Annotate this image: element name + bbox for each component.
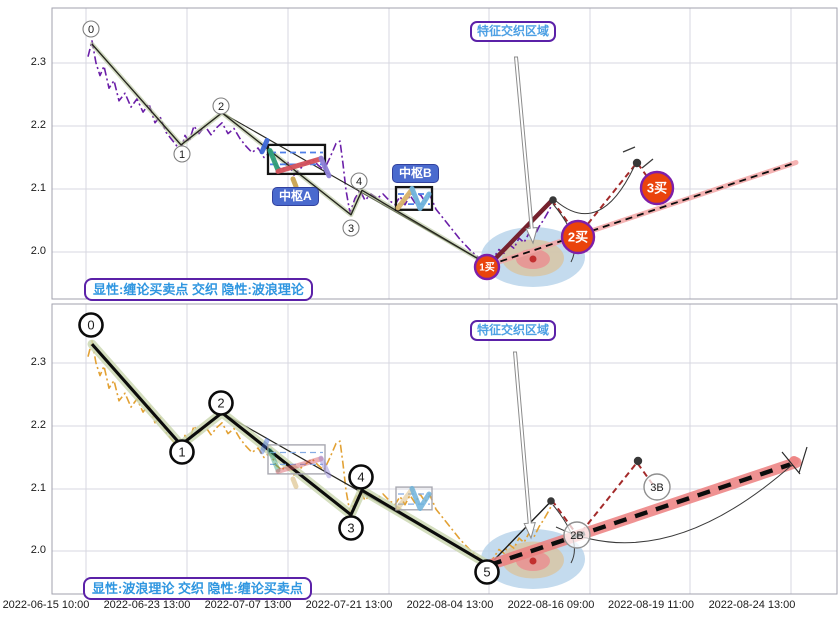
pivot-marker-label-bottom: 5 bbox=[483, 565, 490, 580]
buy-marker-bottom bbox=[643, 473, 671, 501]
wave-peak-dot-top bbox=[632, 158, 642, 168]
pivot-marker-label-top: 2 bbox=[218, 101, 224, 113]
background-layer bbox=[51, 7, 838, 595]
impulse-line-top bbox=[486, 198, 555, 268]
zhongshu-A-stroke-bottom bbox=[259, 438, 270, 455]
feature-zone-label-top: 特征交织区域 bbox=[470, 21, 557, 42]
bottom-panel-caption: 显性:波浪理论 交织 隐性:缠论买卖点 bbox=[83, 577, 312, 600]
pivot-marker-label-bottom: 2 bbox=[217, 396, 224, 411]
y-tick-label: 2.2 bbox=[30, 419, 46, 431]
wave-peak-dot-bottom bbox=[633, 456, 643, 466]
pivot-marker-top bbox=[342, 219, 360, 237]
pivot-marker-bottom bbox=[348, 464, 374, 490]
y-tick-label: 2.2 bbox=[30, 119, 46, 131]
zone-arrow-bottom bbox=[512, 351, 536, 540]
pivot-marker-label-top: 1 bbox=[179, 149, 185, 161]
x-tick-label: 2022-08-16 09:00 bbox=[507, 599, 595, 611]
zhongshu-A-stroke-bottom bbox=[318, 455, 332, 479]
buy-marker-label-bottom: 3B bbox=[650, 482, 663, 494]
zhongshu-B-stroke-top bbox=[395, 187, 415, 211]
buy-marker-label-top: 2买 bbox=[568, 230, 588, 245]
x-tick-label: 2022-08-04 13:00 bbox=[406, 599, 494, 611]
x-tick-label: 2022-07-21 13:00 bbox=[305, 599, 393, 611]
pivot-line-bottom bbox=[90, 343, 490, 567]
top-panel-border bbox=[51, 7, 838, 300]
pivot-line-top bbox=[91, 43, 490, 266]
y-tick-label: 2.3 bbox=[30, 56, 46, 68]
buy-marker-label-bottom: 2B bbox=[570, 530, 583, 542]
impulse-line-bottom bbox=[488, 499, 553, 566]
pivot-marker-top bbox=[82, 20, 100, 38]
wave-endpoint-dot-bottom bbox=[547, 497, 555, 505]
pivot-marker-top bbox=[173, 145, 191, 163]
y-tick-label: 2.1 bbox=[30, 482, 46, 494]
buy-marker-top bbox=[473, 253, 501, 281]
zhongshu-A-box-top bbox=[266, 143, 327, 176]
y-tick-label: 2.0 bbox=[30, 544, 46, 556]
annotation-layer bbox=[512, 56, 808, 564]
trend-line-bottom bbox=[488, 460, 797, 568]
x-tick-label: 2022-06-23 13:00 bbox=[103, 599, 191, 611]
pivot-marker-label-bottom: 4 bbox=[357, 470, 364, 485]
pivot-marker-top bbox=[350, 172, 368, 190]
pivot-line-glow-top bbox=[89, 41, 492, 268]
x-tick-label: 2022-08-19 11:00 bbox=[607, 599, 695, 611]
pivot-marker-label-bottom: 1 bbox=[178, 445, 185, 460]
pivot-marker-bottom bbox=[338, 515, 364, 541]
zhongshu-b-label: 中枢B bbox=[392, 164, 439, 183]
pivot-marker-bottom bbox=[208, 390, 234, 416]
zhongshu-A-stroke-bottom bbox=[267, 448, 281, 473]
zhongshu-A-stroke-bottom bbox=[290, 476, 299, 489]
zone-center-dot bbox=[529, 557, 537, 565]
x-tick-label: 2022-08-24 13:00 bbox=[708, 599, 796, 611]
pivot-marker-label-top: 0 bbox=[88, 24, 94, 36]
link-arc-top-2 bbox=[555, 166, 635, 215]
zhongshu-A-stroke-top bbox=[318, 155, 332, 179]
pivot-marker-bottom bbox=[78, 312, 104, 338]
zhongshu-A-box-bottom bbox=[267, 444, 326, 475]
y-tick-label: 2.0 bbox=[30, 245, 46, 257]
bottom-panel-border bbox=[51, 303, 838, 595]
x-tick-label: 2022-06-15 10:00 bbox=[2, 599, 90, 611]
zhongshu-B-stroke-top bbox=[409, 185, 432, 211]
y-tick-label: 2.1 bbox=[30, 182, 46, 194]
pivot-marker-top bbox=[212, 97, 230, 115]
y-tick-label: 2.3 bbox=[30, 356, 46, 368]
zhongshu-A-stroke-top bbox=[259, 138, 270, 155]
zone-arrow-top bbox=[513, 56, 538, 245]
trend-end-dot-bottom bbox=[789, 456, 799, 466]
zhongshu-a-label: 中枢A bbox=[272, 187, 319, 206]
zone-center-dot bbox=[529, 255, 537, 263]
trend-line-top bbox=[488, 161, 797, 267]
pivot-line-glow-bottom bbox=[87, 339, 494, 570]
pivot-marker-bottom bbox=[169, 439, 195, 465]
x-tick-label: 2022-07-07 13:00 bbox=[204, 599, 292, 611]
feature-zone-label-bottom: 特征交织区域 bbox=[470, 320, 557, 341]
zhongshu-B-stroke-bottom bbox=[395, 487, 415, 511]
buy-marker-top bbox=[560, 219, 596, 255]
pivot-marker-label-top: 3 bbox=[348, 223, 354, 235]
zhongshu-B-stroke-bottom bbox=[409, 485, 432, 511]
buy-marker-bottom bbox=[563, 521, 591, 549]
zhongshu-A-stroke-top bbox=[267, 148, 281, 173]
trend-end-ticks-bottom bbox=[781, 446, 808, 475]
buypoint-dashed-line-bottom bbox=[551, 461, 657, 538]
pivot-marker-bottom bbox=[474, 559, 500, 585]
pivot-marker-label-top: 4 bbox=[356, 176, 362, 188]
grid-layer bbox=[52, 8, 837, 594]
zhongshu-A-stroke-top bbox=[275, 156, 324, 174]
buy-marker-label-top: 1买 bbox=[479, 262, 495, 274]
zhongshu-A-stroke-bottom bbox=[275, 456, 324, 474]
top-panel-caption: 显性:缠论买卖点 交织 隐性:波浪理论 bbox=[84, 278, 313, 301]
buy-marker-label-top: 3买 bbox=[647, 181, 667, 196]
pivot-marker-label-bottom: 0 bbox=[87, 318, 94, 333]
pivot-marker-label-bottom: 3 bbox=[347, 521, 354, 536]
buy-marker-top bbox=[639, 170, 675, 206]
peak-whisker-marks-top bbox=[622, 146, 654, 169]
wave-endpoint-dot-top bbox=[549, 196, 557, 204]
zhongshu-A-stroke-top bbox=[290, 176, 299, 189]
